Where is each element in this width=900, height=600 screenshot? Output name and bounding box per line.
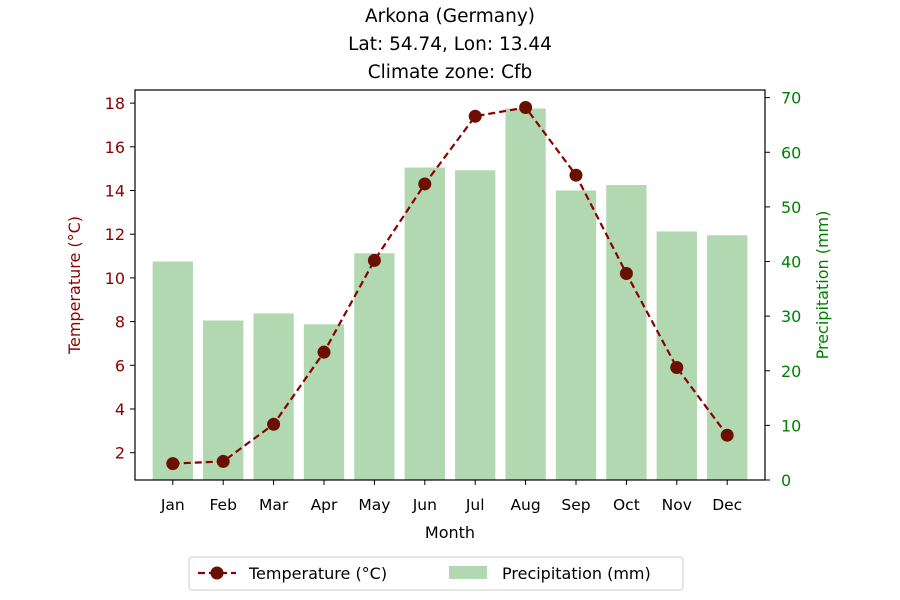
y-axis-left: 2 4 6 8 10 12 14 16 18 Temperature (°C) (65, 94, 135, 463)
precipitation-bars (152, 108, 748, 481)
legend-box (188, 556, 684, 591)
precipitation-bar (152, 261, 193, 480)
title-line: Arkona (Germany) (365, 6, 535, 27)
precipitation-bar (354, 253, 395, 480)
title-line: Climate zone: Cfb (368, 62, 533, 83)
y-right-tick-label: 70 (781, 89, 801, 108)
y-left-tick-label: 4 (115, 400, 125, 419)
y-right-tick-label: 60 (781, 143, 801, 162)
x-tick-label: Sep (561, 496, 590, 514)
temperature-line (166, 100, 734, 471)
precipitation-bar (707, 235, 748, 480)
y-left-tick-label: 8 (115, 313, 125, 332)
title-line: Lat: 54.74, Lon: 13.44 (348, 34, 552, 55)
y-axis-left-label: Temperature (°C) (65, 216, 84, 355)
temperature-point (267, 417, 281, 431)
y-left-tick-label: 14 (105, 182, 125, 201)
precipitation-bar (505, 108, 546, 481)
x-axis: Jan Feb Mar Apr May Jun Jul Aug Sep Oct Nov Dec Mont… (160, 480, 742, 542)
x-tick-label: Mar (259, 496, 289, 514)
legend-temperature-marker-icon (210, 566, 224, 580)
precipitation-bar (606, 185, 647, 480)
precipitation-bar (555, 190, 597, 480)
x-tick-label: May (358, 496, 390, 514)
x-tick-label: Jun (412, 496, 437, 514)
y-left-tick-label: 12 (105, 225, 125, 244)
y-right-tick-label: 20 (781, 362, 801, 381)
precipitation-bar (656, 231, 697, 480)
y-right-tick-label: 30 (781, 307, 801, 326)
temperature-point (317, 345, 331, 359)
temperature-point (418, 177, 432, 191)
temperature-point (619, 267, 633, 281)
x-tick-label: Oct (613, 496, 640, 514)
y-left-tick-label: 10 (105, 269, 125, 288)
y-right-tick-label: 40 (781, 253, 801, 272)
temperature-point (468, 109, 482, 123)
temperature-point (166, 457, 180, 471)
legend-precipitation-swatch-icon (449, 566, 487, 579)
x-tick-label: Aug (510, 496, 540, 514)
y-left-tick-label: 18 (105, 94, 125, 113)
y-left-tick-label: 16 (105, 138, 125, 157)
plot-frame (134, 89, 766, 481)
legend-temperature-label: Temperature (°C) (248, 564, 387, 583)
x-tick-label: Feb (209, 496, 236, 514)
temperature-point (569, 168, 583, 182)
temperature-point (670, 360, 684, 374)
precipitation-bar (455, 170, 496, 480)
temperature-point (519, 100, 533, 114)
x-axis-label: Month (425, 523, 475, 542)
y-right-tick-label: 10 (781, 416, 801, 435)
y-right-tick-label: 0 (781, 471, 791, 490)
y-axis-right-label: Precipitation (mm) (813, 211, 832, 360)
y-left-tick-label: 2 (115, 444, 125, 463)
chart-title: Arkona (Germany) Lat: 54.74, Lon: 13.44 Cl… (348, 6, 552, 83)
temperature-series-line (172, 106, 729, 465)
legend: Temperature (°C) Precipitation (mm) (188, 556, 684, 591)
y-right-tick-label: 50 (781, 198, 801, 217)
precipitation-bar (404, 167, 445, 480)
precipitation-bar (203, 320, 244, 480)
temperature-point (216, 454, 230, 468)
precipitation-bar (253, 313, 294, 480)
x-tick-label: Jul (465, 496, 485, 514)
x-tick-label: Dec (712, 496, 742, 514)
temperature-point (367, 253, 381, 267)
y-left-tick-label: 6 (115, 356, 125, 375)
x-tick-label: Jan (160, 496, 185, 514)
y-axis-right: 0 10 20 30 40 50 60 70 Precipitation (mm) (765, 89, 832, 490)
legend-precipitation-label: Precipitation (mm) (502, 564, 651, 583)
x-tick-label: Nov (662, 496, 692, 514)
x-tick-label: Apr (311, 496, 338, 514)
temperature-point (720, 428, 734, 442)
